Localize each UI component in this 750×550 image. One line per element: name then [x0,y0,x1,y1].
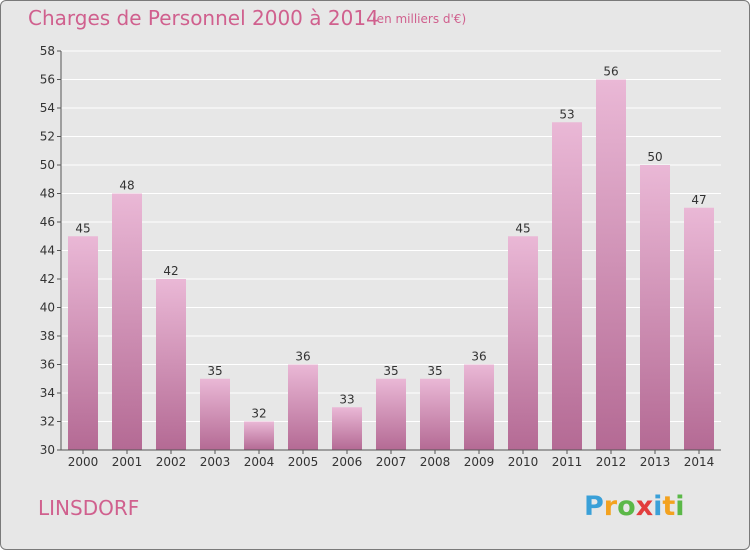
y-tick-label: 44 [40,244,55,258]
data-label: 36 [471,350,486,364]
data-label: 35 [207,364,222,378]
data-label: 35 [427,364,442,378]
y-tick-label: 48 [40,187,55,201]
y-tick-label: 42 [40,272,55,286]
commune-name: LINSDORF [38,496,140,520]
y-tick-label: 52 [40,130,55,144]
data-label: 50 [647,150,662,164]
bar-2008 [420,378,450,450]
bar-2003 [200,378,230,450]
x-tick-label: 2012 [596,455,627,469]
data-label: 53 [559,107,574,121]
y-tick-label: 34 [40,386,55,400]
logo-letter: t [662,491,676,522]
x-tick-label: 2006 [332,455,363,469]
data-label: 33 [339,392,354,406]
logo-letter: o [617,491,636,522]
proxiti-logo: Proxiti [584,491,685,522]
bar-2014 [684,207,714,450]
bar-2000 [68,236,98,450]
y-tick-label: 46 [40,215,55,229]
bar-2010 [508,236,538,450]
y-tick-label: 36 [40,358,55,372]
bar-2002 [156,279,186,450]
data-label: 48 [119,179,134,193]
bar-2013 [640,165,670,450]
data-label: 45 [75,221,90,235]
bar-2012 [596,79,626,450]
x-tick-label: 2004 [244,455,275,469]
x-tick-label: 2005 [288,455,319,469]
data-label: 35 [383,364,398,378]
bar-2001 [112,193,142,450]
bar-2005 [288,364,318,450]
bar-2004 [244,421,274,450]
x-tick-label: 2013 [640,455,671,469]
logo-letter: i [675,491,685,522]
x-tick-label: 2008 [420,455,451,469]
data-label: 42 [163,264,178,278]
bar-2006 [332,407,362,450]
y-tick-label: 40 [40,301,55,315]
data-label: 32 [251,407,266,421]
chart-subtitle: (en milliers d'€) [372,12,467,26]
x-tick-label: 2011 [552,455,583,469]
y-tick-label: 56 [40,73,55,87]
x-tick-label: 2007 [376,455,407,469]
x-tick-label: 2001 [112,455,143,469]
x-tick-label: 2009 [464,455,495,469]
x-tick-label: 2010 [508,455,539,469]
y-tick-label: 54 [40,101,55,115]
bar-2007 [376,378,406,450]
bar-2009 [464,364,494,450]
logo-letter: r [603,491,618,522]
y-tick-label: 32 [40,415,55,429]
y-tick-label: 50 [40,158,55,172]
y-tick-label: 58 [40,44,55,58]
x-tick-label: 2002 [156,455,187,469]
logo-letter: P [584,491,604,522]
y-tick-label: 30 [40,443,55,457]
x-tick-label: 2000 [68,455,99,469]
logo-letter: i [653,491,663,522]
data-label: 36 [295,350,310,364]
data-label: 45 [515,221,530,235]
data-label: 47 [691,193,706,207]
data-label: 56 [603,65,618,79]
x-tick-label: 2014 [684,455,715,469]
bar-2011 [552,122,582,450]
chart-title: Charges de Personnel 2000 à 2014 [28,6,379,30]
logo-letter: x [635,491,654,522]
y-tick-label: 38 [40,329,55,343]
x-tick-label: 2003 [200,455,231,469]
